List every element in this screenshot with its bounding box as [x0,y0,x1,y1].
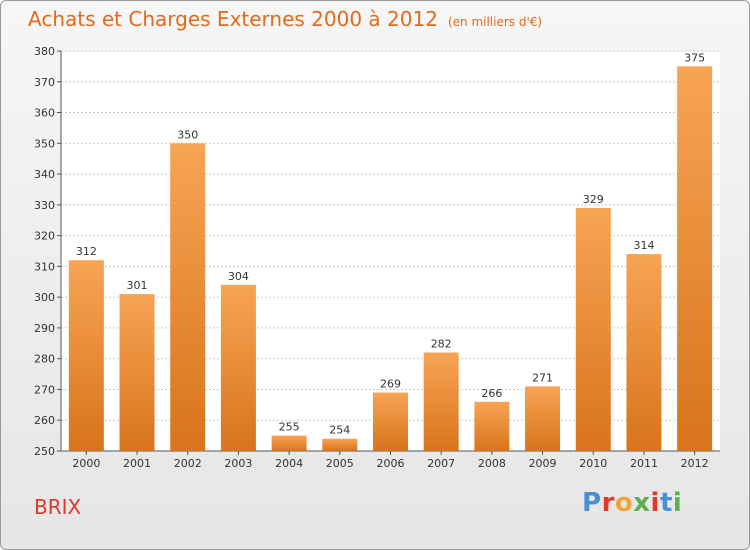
bar [626,254,662,451]
logo-letter: P [582,488,602,518]
y-tick-label: 260 [34,414,55,427]
chart-subtitle: (en milliers d'€) [447,15,543,29]
bar-value-label: 375 [684,51,705,64]
x-tick-label: 2011 [630,457,658,470]
y-tick-label: 270 [34,383,55,396]
bar [170,143,206,452]
bar [474,401,510,451]
y-tick-label: 380 [34,45,55,58]
logo-letter: i [650,488,660,518]
bar-value-label: 304 [228,270,249,283]
chart-title: Achats et Charges Externes 2000 à 2012 (e… [28,7,542,31]
bar [373,392,408,451]
bar-value-label: 266 [481,387,502,400]
x-tick-label: 2010 [579,457,607,470]
x-tick-label: 2008 [478,457,506,470]
bar [575,207,611,451]
logo-letter: o [614,488,634,518]
bar-value-label: 350 [177,128,198,141]
y-tick-label: 310 [34,260,55,273]
y-tick-label: 340 [34,168,55,181]
plot-area [61,51,720,451]
logo-letter: i [672,488,683,518]
bar-value-label: 254 [329,424,350,437]
bar [271,435,307,451]
bar [68,260,104,451]
y-tick-label: 250 [34,445,55,458]
bar [525,386,561,451]
bar-value-label: 271 [532,371,553,384]
bar [119,294,155,451]
y-tick-label: 330 [34,199,55,212]
x-tick-label: 2002 [174,457,202,470]
y-tick-label: 320 [34,230,55,243]
commune-name: BRIX [34,495,82,519]
y-tick-label: 360 [34,107,55,120]
bar [322,438,358,451]
bar-value-label: 269 [380,378,401,391]
y-tick-label: 350 [34,137,55,150]
bar-value-label: 282 [431,338,452,351]
logo-letter: x [633,488,651,518]
x-tick-label: 2005 [326,457,354,470]
x-tick-label: 2000 [72,457,100,470]
proxiti-logo: Proxiti [582,488,682,518]
bar [677,66,713,451]
x-tick-label: 2001 [123,457,151,470]
x-tick-label: 2003 [224,457,252,470]
logo-letter: r [601,488,615,518]
bar-value-label: 314 [633,239,654,252]
y-tick-label: 290 [34,322,55,335]
x-tick-label: 2012 [681,457,709,470]
bar-value-label: 301 [127,279,148,292]
y-tick-label: 370 [34,76,55,89]
logo-letter: t [659,488,673,518]
x-tick-label: 2007 [427,457,455,470]
chart-title-text: Achats et Charges Externes 2000 à 2012 [28,7,438,31]
y-tick-label: 300 [34,291,55,304]
bar-value-label: 255 [279,421,300,434]
bar-value-label: 329 [583,193,604,206]
bar [220,284,256,451]
y-tick-label: 280 [34,353,55,366]
x-tick-label: 2004 [275,457,303,470]
x-tick-label: 2009 [529,457,557,470]
x-tick-label: 2006 [377,457,405,470]
bar [423,352,459,451]
bar-value-label: 312 [76,245,97,258]
